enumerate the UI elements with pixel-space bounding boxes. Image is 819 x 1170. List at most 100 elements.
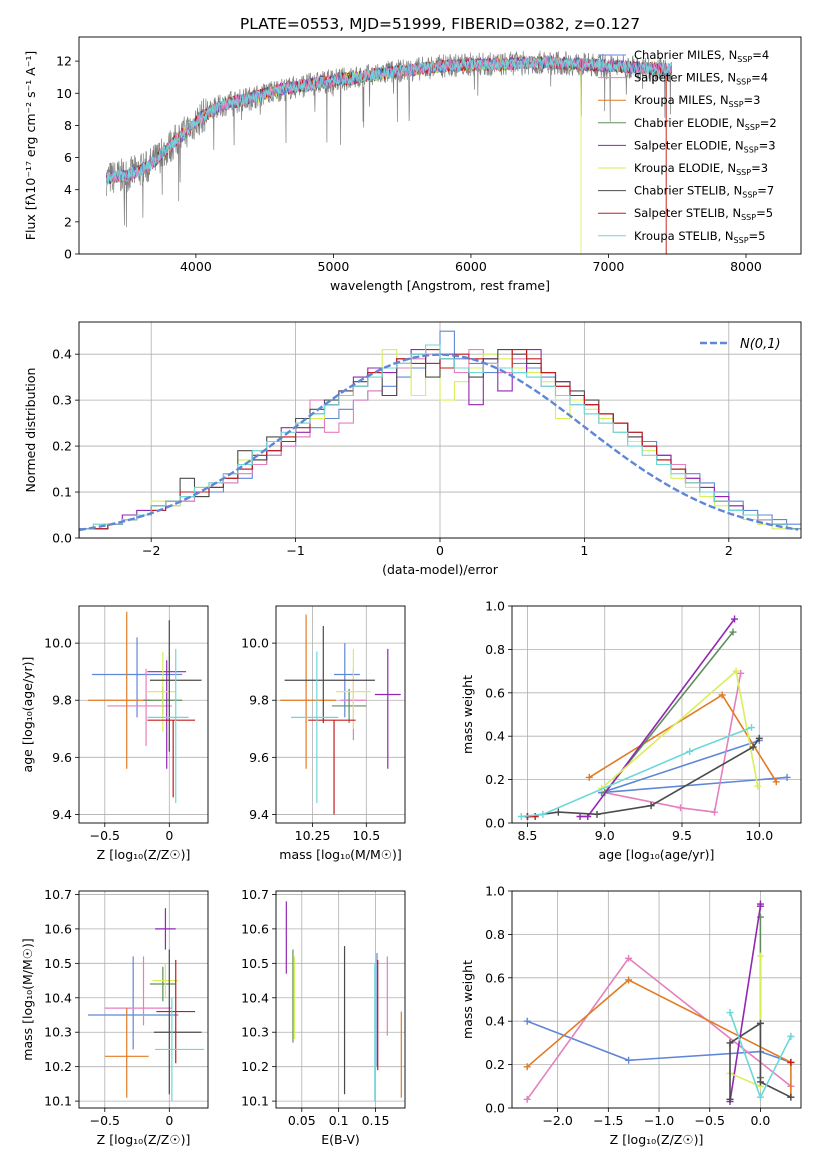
weight-point: [748, 724, 756, 732]
x-tick-label: 9.5: [672, 828, 692, 843]
y-tick-label: 0.3: [52, 393, 72, 408]
legend-entry: Chabrier ELODIE, NSSP=2: [634, 116, 777, 132]
residuals-legend: N(0,1): [700, 337, 781, 352]
weight-vs-Z-axes: −2.0 −1.5 −1.0 −0.5 0.0 0.0 0.2 0.4 0.6 0.8 1.0 Z […: [460, 884, 801, 1147]
x-tick-label: 0.05: [288, 1113, 316, 1128]
weight-point: [523, 1063, 531, 1071]
x-axis-label: age [log₁₀(age/yr)]: [599, 847, 715, 862]
histogram-kroupa-stelib: [79, 344, 801, 538]
weight-point: [756, 952, 764, 960]
weight-point: [756, 1093, 764, 1101]
weight-point: [625, 976, 633, 984]
x-axis-label: wavelength [Angstrom, rest frame]: [330, 278, 550, 293]
weight-point: [787, 1032, 795, 1040]
y-tick-label: 9.6: [52, 750, 72, 765]
y-tick-label: 10.5: [44, 956, 72, 971]
x-tick-label: 1: [580, 543, 588, 558]
axes-frame: [275, 890, 406, 1109]
y-tick-label: 0.0: [52, 531, 72, 546]
weight-line-chabrier-miles: [601, 739, 760, 794]
weight-vs-Z-lines: [523, 900, 795, 1105]
y-tick-label: 10.2: [44, 1059, 72, 1074]
x-tick-label: −1.0: [644, 1113, 674, 1128]
weight-line-kroupa-miles: [526, 979, 792, 1098]
axes-frame: [78, 321, 802, 539]
y-tick-label: 0.4: [485, 1014, 505, 1029]
y-tick-label: 10.6: [241, 921, 269, 936]
y-tick-label: 9.6: [249, 750, 269, 765]
x-tick-label: −0.5: [695, 1113, 725, 1128]
axes-frame: [78, 36, 802, 255]
spectrum-legend: Chabrier MILES, NSSP=4 Salpeter MILES, NS…: [598, 48, 777, 245]
y-tick-label: 4: [64, 182, 72, 197]
legend-entry: Kroupa ELODIE, NSSP=3: [634, 161, 768, 177]
legend-entry: Chabrier STELIB, NSSP=7: [634, 184, 774, 200]
x-tick-label: 10.5: [352, 828, 380, 843]
y-tick-label: 10.6: [44, 921, 72, 936]
y-tick-label: 1.0: [485, 599, 505, 614]
x-tick-label: −2: [142, 543, 160, 558]
weight-vs-age-axes: 8.5 9.0 9.5 10.0 0.0 0.2 0.4 0.6 0.8 1.0 age [log₁…: [460, 599, 801, 862]
mass-vs-EBV-axes: 0.05 0.1 0.15 10.1 10.2 10.3 10.4 10.5 10.6 10.7 E…: [241, 887, 405, 1147]
weight-point: [593, 810, 601, 818]
weight-point: [523, 1017, 531, 1025]
weight-point: [710, 808, 718, 816]
model-line-salpeter-stelib: [106, 56, 667, 254]
weight-point: [756, 1078, 764, 1086]
legend-entry: Salpeter MILES, NSSP=4: [634, 71, 768, 87]
y-tick-label: 10.5: [241, 956, 269, 971]
figure-title: PLATE=0553, MJD=51999, FIBERID=0382, z=0…: [240, 15, 640, 33]
model-line-kroupa-elodie: [106, 55, 582, 254]
weight-point: [686, 747, 694, 755]
weight-point: [737, 669, 745, 677]
y-tick-label: 0: [64, 247, 72, 262]
y-axis-label: Flux [fλ10⁻¹⁷ erg cm⁻² s⁻¹ A⁻¹]: [23, 51, 38, 240]
weight-point: [539, 810, 547, 818]
axes-frame: [511, 890, 802, 1109]
y-tick-label: 10.3: [44, 1025, 72, 1040]
legend-entry: Kroupa MILES, NSSP=3: [634, 93, 760, 109]
x-tick-label: 0.1: [329, 1113, 349, 1128]
y-axis-label: Normed distribution: [23, 368, 38, 493]
axes-frame: [78, 890, 209, 1109]
y-tick-label: 10.7: [241, 887, 269, 902]
x-tick-label: 0.0: [750, 1113, 770, 1128]
weight-point: [647, 802, 655, 810]
weight-line-kroupa-stelib: [521, 726, 752, 818]
weight-point: [787, 1058, 795, 1066]
weight-point: [585, 773, 593, 781]
weight-point: [754, 782, 762, 790]
axes-frame: [275, 605, 406, 824]
y-tick-label: 10.3: [241, 1025, 269, 1040]
spectrum-lines: [106, 50, 673, 254]
y-tick-label: 9.8: [249, 693, 269, 708]
weight-point: [755, 734, 763, 742]
y-axis-label: mass [log₁₀(M/M☉)]: [20, 938, 35, 1060]
x-tick-label: −0.5: [90, 828, 120, 843]
weight-point: [726, 1039, 734, 1047]
spectrum-axes: 4000 5000 6000 7000 8000 0 2 4 6 8 10 12 wavelength …: [23, 51, 762, 293]
weight-point: [523, 1095, 531, 1103]
y-tick-label: 0.2: [485, 772, 505, 787]
x-tick-label: 2: [725, 543, 733, 558]
x-tick-label: 10.0: [745, 828, 773, 843]
x-axis-label: mass [log₁₀(M/M☉)]: [279, 847, 401, 862]
weight-point: [676, 804, 684, 812]
y-axis-label: age [log₁₀(age/yr)]: [20, 657, 35, 773]
legend-entry: Chabrier MILES, NSSP=4: [634, 48, 769, 64]
age-vs-mass-points: [280, 614, 401, 815]
age-vs-Z-axes: −0.5 0 9.4 9.6 9.8 10.0 Z [log₁₀(Z/Z☉)] age [lo…: [20, 606, 208, 862]
histogram-salpeter-stelib: [79, 349, 801, 538]
weight-point: [749, 743, 757, 751]
model-line-salpeter-miles: [106, 55, 673, 185]
y-tick-label: 0.4: [485, 729, 505, 744]
y-tick-label: 8: [64, 118, 72, 133]
y-tick-label: 0.2: [52, 439, 72, 454]
y-tick-label: 0.6: [485, 970, 505, 985]
y-tick-label: 10.0: [241, 636, 269, 651]
y-tick-label: 9.4: [52, 807, 72, 822]
y-tick-label: 10.1: [44, 1094, 72, 1109]
y-tick-label: 0.1: [52, 485, 72, 500]
x-tick-label: 5000: [318, 259, 350, 274]
x-axis-label: Z [log₁₀(Z/Z☉)]: [97, 1132, 191, 1147]
